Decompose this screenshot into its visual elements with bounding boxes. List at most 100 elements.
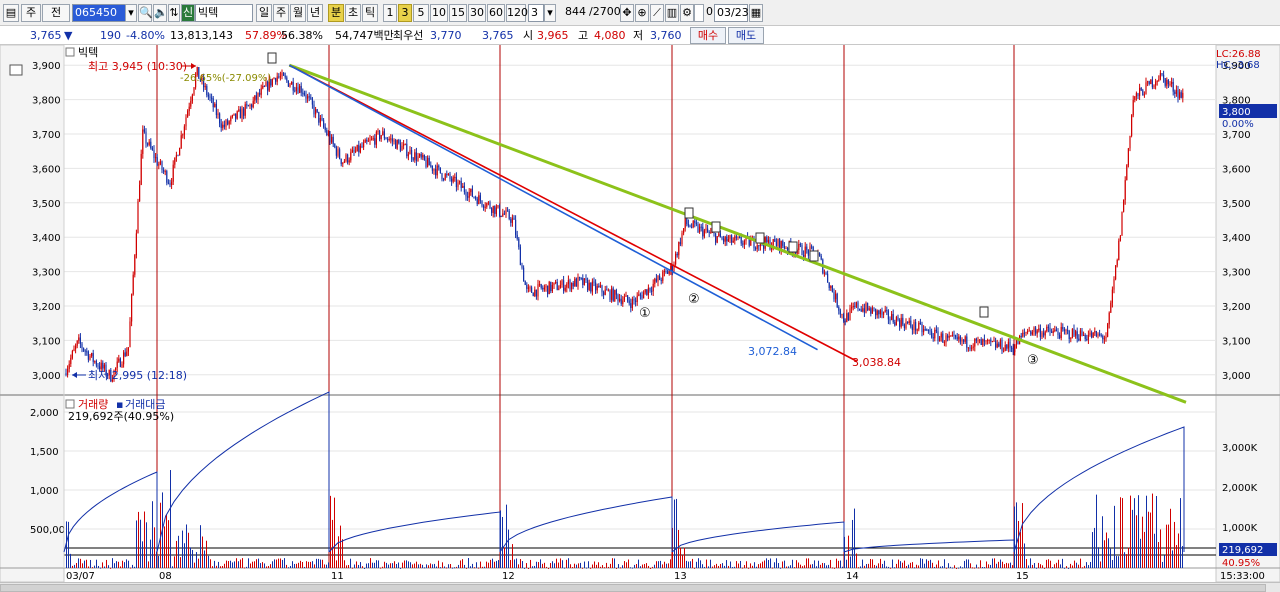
candle-body <box>916 329 918 331</box>
volume-bar <box>368 563 369 568</box>
interval-15[interactable]: 15 <box>449 4 467 22</box>
interval-3[interactable]: 3 <box>398 4 412 22</box>
candle-body <box>315 109 317 115</box>
candle-body <box>783 245 785 249</box>
stock-code-input[interactable]: 065450 <box>72 4 126 22</box>
volume-bar <box>262 562 263 568</box>
candle-body <box>382 131 384 136</box>
volume-bar <box>1078 564 1079 568</box>
panel-checkbox[interactable] <box>65 47 75 57</box>
speaker-icon[interactable]: 🔈 <box>153 4 168 22</box>
period-second[interactable]: 초 <box>345 4 361 22</box>
volume-bar <box>688 561 689 568</box>
volume-bar <box>184 543 185 568</box>
volume-bar <box>458 564 459 568</box>
volume-bar <box>378 560 379 568</box>
candle-body <box>657 275 659 282</box>
candle-body <box>897 317 899 321</box>
volume-bar <box>438 560 439 568</box>
chart-area[interactable]: 3,000 3,000 3,100 3,100 3,200 3,200 3,300 3,300… <box>0 45 1280 582</box>
interval-value-input[interactable]: 3 <box>528 4 544 22</box>
candle-body <box>238 109 240 112</box>
volume-bar <box>516 558 517 568</box>
candle-body <box>475 197 477 199</box>
volume-bar <box>896 563 897 568</box>
volume-bar <box>1044 567 1045 569</box>
candle-body <box>119 358 121 367</box>
interval-60[interactable]: 60 <box>487 4 505 22</box>
panel-menu-icon[interactable] <box>9 64 23 76</box>
interval-1[interactable]: 1 <box>383 4 397 22</box>
volume-bar <box>152 501 153 568</box>
period-tick[interactable]: 틱 <box>362 4 378 22</box>
volume-bar <box>1168 524 1169 568</box>
volume-bar <box>346 565 347 568</box>
market-select[interactable]: 주 <box>21 4 41 22</box>
candle-body <box>811 246 813 248</box>
chart-title: 빅텍 <box>78 46 98 59</box>
candle-body <box>177 155 179 157</box>
x-tick-label: 13 <box>674 571 687 582</box>
amount-tick-right: 3,000K <box>1222 443 1258 454</box>
search-icon[interactable]: 🔍 <box>138 4 153 22</box>
candle-body <box>215 103 217 116</box>
date-field[interactable]: 03/23 <box>714 4 749 22</box>
volume-bar <box>1040 564 1041 568</box>
volume-bar <box>526 563 527 568</box>
interval-dropdown-icon[interactable]: ▾ <box>544 4 556 22</box>
candle-body <box>705 228 707 231</box>
candle-body <box>462 185 464 188</box>
volume-bar <box>140 519 141 568</box>
candle-body <box>377 131 379 133</box>
candle-body <box>455 176 457 188</box>
interval-120[interactable]: 120 <box>506 4 528 22</box>
period-month[interactable]: 월 <box>290 4 306 22</box>
gear-icon[interactable]: ⚙ <box>680 4 694 22</box>
calendar-icon[interactable]: ▦ <box>749 4 763 22</box>
volume-checkbox[interactable] <box>65 399 75 409</box>
prev-stock-icon[interactable]: ⇅ <box>168 4 180 22</box>
candle-body <box>279 76 281 78</box>
volume-bar <box>1154 533 1155 568</box>
horizontal-scrollbar[interactable] <box>0 582 1280 592</box>
candle-body <box>127 347 129 352</box>
volume-bar <box>1056 562 1057 568</box>
period-minute[interactable]: 분 <box>328 4 344 22</box>
code-dropdown-icon[interactable]: ▾ <box>125 4 137 22</box>
volume-bar <box>226 560 227 568</box>
period-year[interactable]: 년 <box>307 4 323 22</box>
volume-bar <box>746 561 747 568</box>
checkbox[interactable] <box>694 4 704 22</box>
volume-bar <box>790 565 791 568</box>
trendline-tool-icon[interactable]: ⟋ <box>650 4 664 22</box>
interval-30[interactable]: 30 <box>468 4 486 22</box>
volume-bar <box>826 565 827 568</box>
candle-body <box>518 238 520 248</box>
sell-button[interactable]: 매도 <box>728 27 764 44</box>
volume-bar <box>296 563 297 568</box>
candle-body <box>803 255 805 257</box>
buy-button[interactable]: 매수 <box>690 27 726 44</box>
period-day[interactable]: 일 <box>256 4 272 22</box>
volume-bar <box>336 560 337 568</box>
period-week[interactable]: 주 <box>273 4 289 22</box>
crosshair-icon[interactable]: ✥ <box>620 4 634 22</box>
candle-body <box>559 284 561 289</box>
candle-body <box>481 200 483 206</box>
scope-select[interactable]: 전 <box>42 4 70 22</box>
bar-chart-icon[interactable]: ▥ <box>665 4 679 22</box>
volume-bar <box>748 567 749 569</box>
interval-5[interactable]: 5 <box>413 4 429 22</box>
volume-bar <box>94 565 95 568</box>
window-menu-icon[interactable]: ▤ <box>3 4 19 22</box>
candle-body <box>1119 235 1121 241</box>
zoom-in-icon[interactable]: ⊕ <box>635 4 649 22</box>
volume-bar <box>596 564 597 568</box>
scroll-thumb[interactable] <box>0 584 1266 592</box>
volume-bar <box>994 558 995 568</box>
candle-body <box>494 205 496 214</box>
volume-bar <box>1038 562 1039 568</box>
count-field[interactable]: 844 <box>565 5 586 18</box>
volume-bar <box>824 563 825 568</box>
interval-10[interactable]: 10 <box>430 4 448 22</box>
